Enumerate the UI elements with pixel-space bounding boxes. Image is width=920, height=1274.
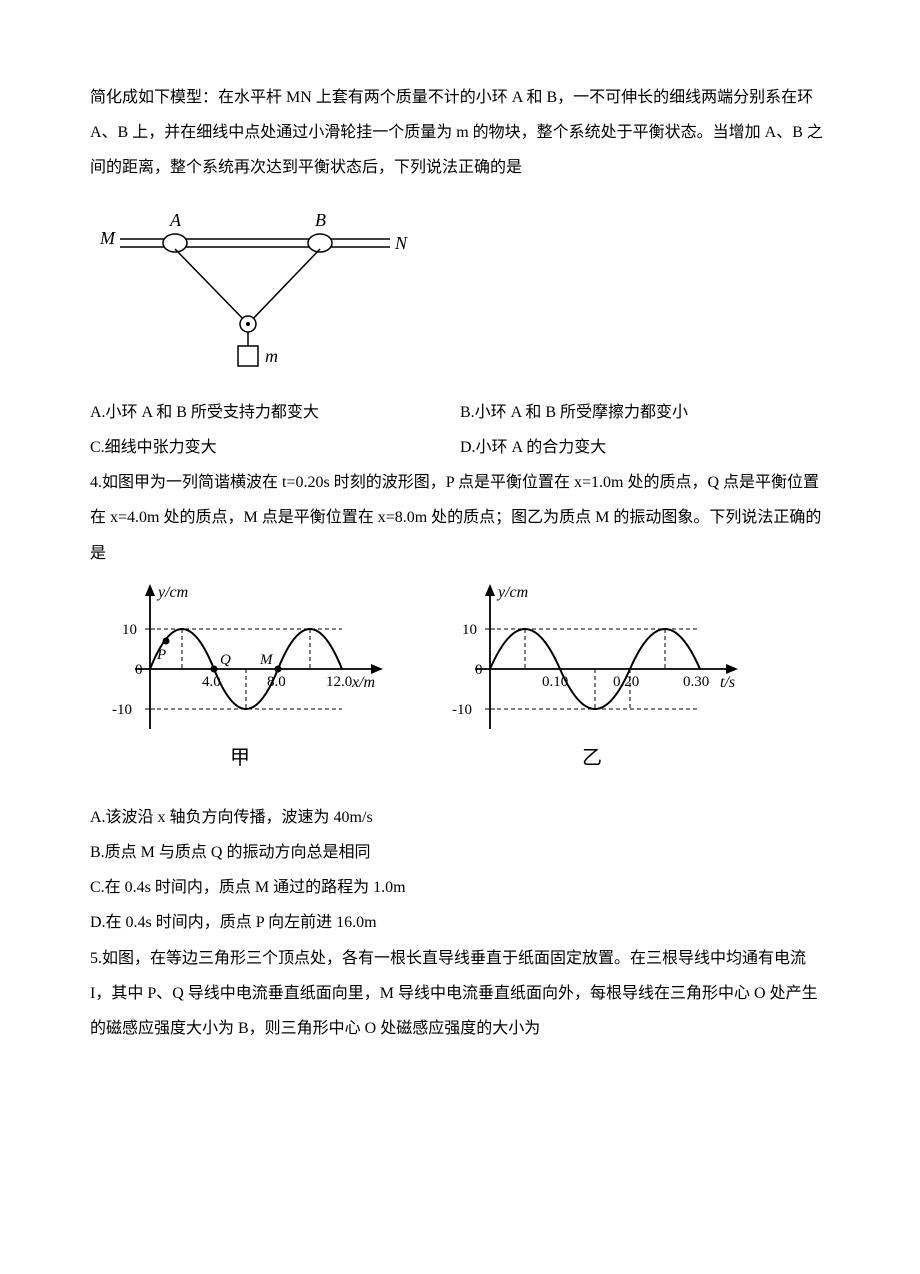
jia-yt-10: 10 — [122, 622, 137, 638]
yi-yt-10: 10 — [462, 622, 477, 638]
jia-P: P — [156, 647, 166, 663]
yi-ylabel: y/cm — [496, 584, 528, 601]
q3-label-B: B — [315, 210, 326, 230]
q4-intro: 4.如图甲为一列简谐横波在 t=0.20s 时刻的波形图，P 点是平衡位置在 x… — [90, 465, 830, 571]
q3-optB: B.小环 A 和 B 所受摩擦力都变小 — [460, 395, 830, 430]
q4-optB: B.质点 M 与质点 Q 的振动方向总是相同 — [90, 835, 830, 870]
jia-caption: 甲 — [230, 747, 250, 769]
q4-optC: C.在 0.4s 时间内，质点 M 通过的路程为 1.0m — [90, 870, 830, 905]
jia-xt-12: 12.0 — [326, 674, 352, 690]
q3-label-A: A — [169, 210, 182, 230]
jia-ylabel: y/cm — [156, 584, 188, 601]
q3-label-N: N — [394, 233, 408, 253]
jia-yt-m10: -10 — [112, 702, 132, 718]
jia-yt-0: 0 — [135, 662, 143, 678]
q4-figures: y/cm x/m 10 0 -10 4.0 8.0 12.0 P Q — [90, 579, 830, 792]
jia-M: M — [259, 652, 274, 668]
q3-label-M: M — [99, 228, 116, 248]
yi-yt-m10: -10 — [452, 702, 472, 718]
q3-options-row1: A.小环 A 和 B 所受支持力都变大 B.小环 A 和 B 所受摩擦力都变小 — [90, 395, 830, 430]
q3-figure: M N A B m — [90, 194, 830, 387]
q5-intro: 5.如图，在等边三角形三个顶点处，各有一根长直导线垂直于纸面固定放置。在三根导线… — [90, 941, 830, 1047]
q4-optA: A.该波沿 x 轴负方向传播，波速为 40m/s — [90, 800, 830, 835]
q3-optA: A.小环 A 和 B 所受支持力都变大 — [90, 395, 460, 430]
jia-Q: Q — [220, 652, 231, 668]
q4-graph-jia: y/cm x/m 10 0 -10 4.0 8.0 12.0 P Q — [90, 579, 390, 792]
q3-optC: C.细线中张力变大 — [90, 430, 460, 465]
q3-label-m: m — [265, 346, 278, 366]
yi-yt-0: 0 — [475, 662, 483, 678]
q3-options-row2: C.细线中张力变大 D.小环 A 的合力变大 — [90, 430, 830, 465]
yi-xt-30: 0.30 — [683, 674, 709, 690]
yi-xlabel: t/s — [720, 674, 735, 691]
q3-optD: D.小环 A 的合力变大 — [460, 430, 830, 465]
jia-xlabel: x/m — [351, 674, 375, 691]
q4-optD: D.在 0.4s 时间内，质点 P 向左前进 16.0m — [90, 905, 830, 940]
yi-caption: 乙 — [582, 747, 602, 769]
q4-graph-yi: y/cm t/s 10 0 -10 0.10 0.20 0.30 乙 — [430, 579, 750, 792]
q3-intro: 简化成如下模型：在水平杆 MN 上套有两个质量不计的小环 A 和 B，一不可伸长… — [90, 80, 830, 186]
